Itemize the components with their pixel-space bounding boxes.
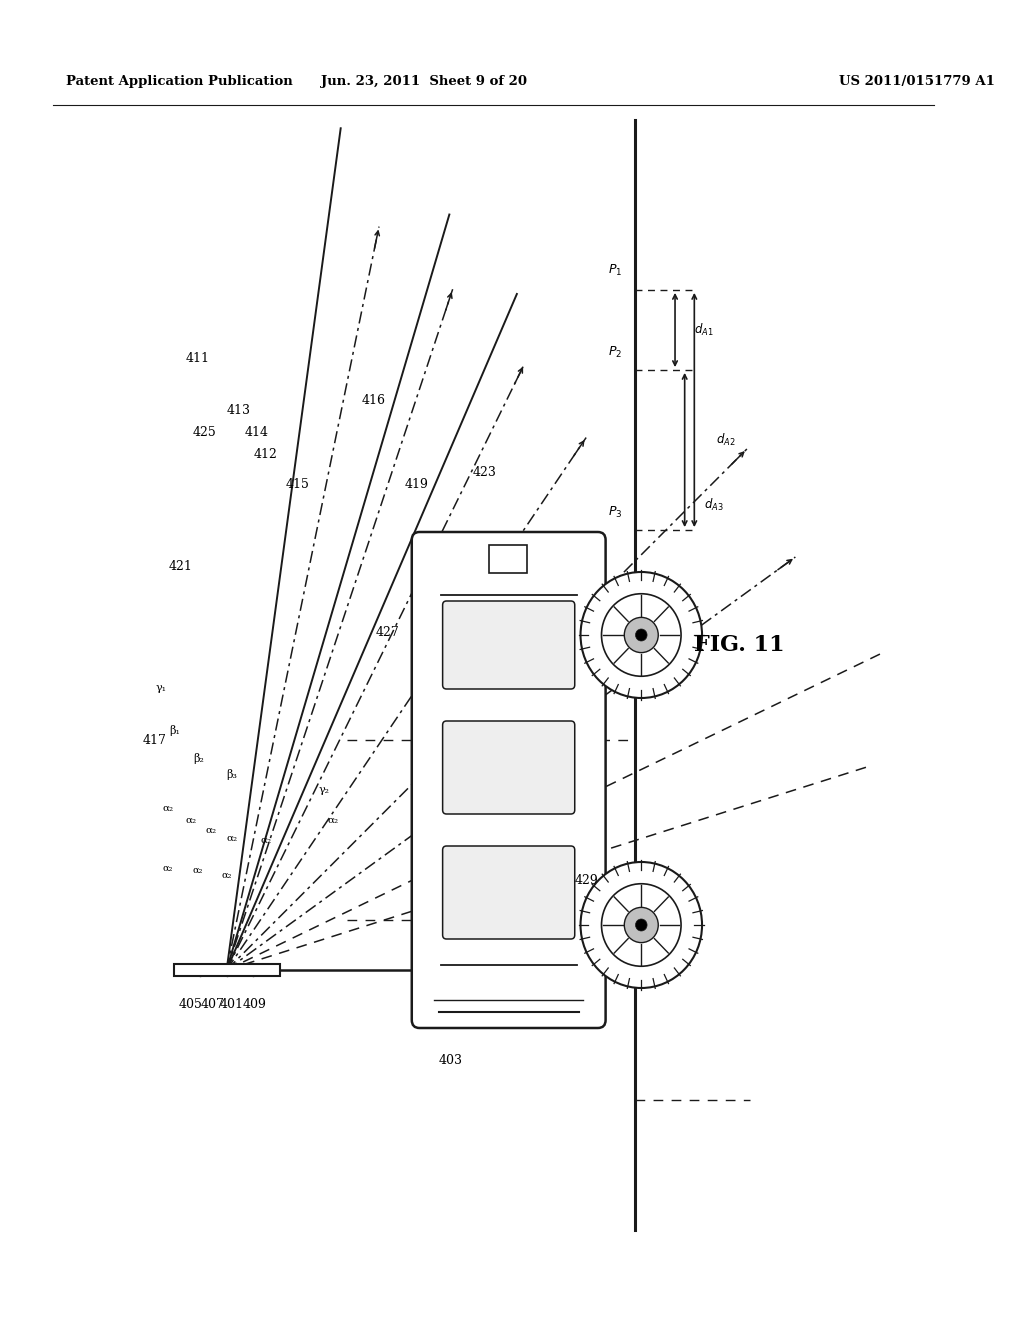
Text: 401: 401: [220, 998, 244, 1011]
Text: US 2011/0151779 A1: US 2011/0151779 A1: [839, 75, 995, 88]
Text: FIG. 11: FIG. 11: [694, 634, 785, 656]
Text: $d_{A3}$: $d_{A3}$: [703, 496, 724, 513]
Bar: [488, 545, 527, 573]
Text: 407: 407: [201, 998, 224, 1011]
Text: 403: 403: [438, 1053, 463, 1067]
Text: $P_2$: $P_2$: [607, 345, 622, 360]
Circle shape: [601, 594, 681, 676]
Text: 409: 409: [243, 998, 267, 1011]
Circle shape: [625, 618, 658, 652]
Text: α₂: α₂: [222, 870, 232, 879]
Circle shape: [581, 862, 702, 987]
FancyBboxPatch shape: [442, 601, 574, 689]
Text: β₂: β₂: [193, 752, 204, 763]
Text: 412: 412: [254, 449, 278, 462]
Text: Jun. 23, 2011  Sheet 9 of 20: Jun. 23, 2011 Sheet 9 of 20: [322, 75, 527, 88]
Text: 405: 405: [178, 998, 203, 1011]
Text: 417: 417: [142, 734, 167, 747]
Text: $d_{A2}$: $d_{A2}$: [716, 432, 735, 447]
Text: α₂: α₂: [162, 804, 173, 813]
FancyBboxPatch shape: [412, 532, 605, 1028]
Text: α₂: α₂: [162, 863, 172, 873]
Text: α₂: α₂: [206, 825, 216, 834]
FancyBboxPatch shape: [442, 721, 574, 814]
Text: γ₁: γ₁: [156, 682, 166, 693]
Text: 419: 419: [406, 479, 429, 491]
Text: α₂: α₂: [260, 836, 271, 845]
Circle shape: [636, 919, 647, 931]
Text: α₂: α₂: [185, 816, 197, 825]
Text: 414: 414: [245, 425, 269, 438]
Circle shape: [581, 572, 702, 698]
Text: 423: 423: [472, 466, 497, 479]
Text: 427: 427: [376, 626, 399, 639]
Text: α₂: α₂: [226, 833, 238, 842]
Circle shape: [601, 884, 681, 966]
Text: 413: 413: [226, 404, 251, 417]
Text: 416: 416: [361, 393, 386, 407]
Text: $P_1$: $P_1$: [607, 263, 622, 279]
Circle shape: [636, 630, 647, 642]
Text: 411: 411: [185, 351, 209, 364]
Bar: [174, 964, 280, 975]
Text: 421: 421: [169, 561, 193, 573]
Text: β₃: β₃: [226, 770, 238, 780]
FancyBboxPatch shape: [442, 846, 574, 939]
Text: α₂: α₂: [328, 816, 339, 825]
Text: 429: 429: [574, 874, 598, 887]
Text: γ₂: γ₂: [318, 785, 330, 795]
Text: 415: 415: [286, 479, 309, 491]
Text: $d_{A1}$: $d_{A1}$: [694, 322, 714, 338]
Text: Patent Application Publication: Patent Application Publication: [66, 75, 292, 88]
Text: 425: 425: [193, 425, 217, 438]
Circle shape: [625, 907, 658, 942]
Text: $P_3$: $P_3$: [607, 504, 622, 520]
Text: α₂: α₂: [193, 866, 203, 874]
Text: β₁: β₁: [169, 725, 179, 735]
